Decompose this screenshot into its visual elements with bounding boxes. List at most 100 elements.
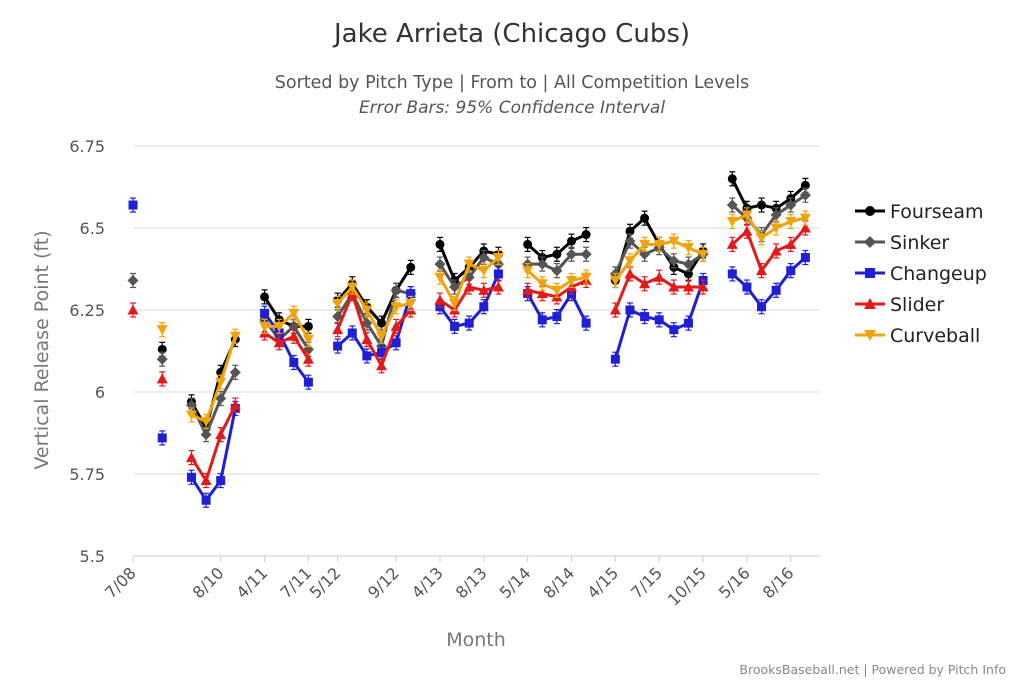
- data-point-slider: [536, 288, 548, 299]
- data-point-changeup: [216, 476, 226, 486]
- x-tick-label: 4/11: [233, 563, 272, 602]
- series-curveball: [156, 207, 811, 430]
- data-point-slider: [726, 238, 738, 249]
- data-point-fourseam: [406, 262, 416, 272]
- data-point-changeup: [640, 312, 650, 322]
- data-point-curveball: [405, 298, 417, 309]
- data-point-changeup: [450, 321, 460, 331]
- data-point-curveball: [434, 272, 446, 283]
- series-layer: [127, 171, 811, 508]
- data-point-slider: [624, 268, 636, 279]
- legend-marker: [865, 268, 875, 278]
- data-point-curveball: [799, 213, 811, 224]
- chart-subtitle-error-bars: Error Bars: 95% Confidence Interval: [359, 98, 665, 118]
- series-line-changeup: [190, 408, 237, 502]
- data-point-curveball: [653, 239, 665, 250]
- legend-label: Curveball: [890, 325, 980, 347]
- data-point-changeup: [757, 302, 767, 312]
- data-point-sinker: [566, 248, 578, 260]
- data-point-slider: [229, 399, 241, 410]
- data-point-slider: [522, 284, 534, 295]
- data-point-curveball: [624, 256, 636, 267]
- data-point-sinker: [536, 258, 548, 270]
- data-point-fourseam: [567, 236, 577, 246]
- data-point-curveball: [522, 266, 534, 277]
- chart-title: Jake Arrieta (Chicago Cubs): [332, 19, 690, 49]
- series-line-changeup: [263, 312, 310, 384]
- data-point-changeup: [625, 305, 635, 315]
- x-tick-label: 7/11: [276, 563, 315, 602]
- x-tick-label: 4/15: [583, 563, 622, 602]
- data-point-changeup: [201, 495, 211, 505]
- x-tick-label: 4/13: [408, 563, 447, 602]
- data-point-curveball: [259, 321, 271, 332]
- legend-label: Changeup: [890, 263, 987, 285]
- data-point-slider: [639, 278, 651, 289]
- data-point-curveball: [785, 216, 797, 227]
- data-point-sinker: [580, 248, 592, 260]
- data-point-slider: [756, 265, 768, 276]
- data-point-slider: [156, 373, 168, 384]
- data-point-slider: [697, 281, 709, 292]
- data-point-slider: [434, 294, 446, 305]
- data-point-slider: [390, 320, 402, 331]
- data-point-changeup: [303, 377, 313, 387]
- data-point-curveball: [375, 331, 387, 342]
- data-point-slider: [668, 281, 680, 292]
- gridlines: [133, 145, 820, 557]
- data-point-slider: [741, 225, 753, 236]
- data-point-changeup: [362, 351, 372, 361]
- data-point-sinker: [478, 252, 490, 264]
- data-point-changeup: [800, 253, 810, 263]
- data-point-sinker: [770, 209, 782, 221]
- data-point-changeup: [391, 338, 401, 348]
- data-point-curveball: [288, 308, 300, 319]
- data-point-changeup: [654, 315, 664, 325]
- data-point-fourseam: [435, 239, 445, 249]
- data-point-changeup: [333, 341, 343, 351]
- x-tick-label: 8/16: [759, 563, 798, 602]
- series-line-slider: [336, 292, 412, 368]
- data-point-changeup: [464, 318, 474, 328]
- legend-label: Slider: [890, 294, 944, 316]
- data-point-sinker: [156, 353, 168, 365]
- legend-item-slider: Slider: [855, 294, 944, 316]
- y-axis-ticks: 5.5 5.75 6 6.25 6.5 6.75: [69, 137, 105, 566]
- data-point-curveball: [273, 321, 285, 332]
- data-point-slider: [609, 304, 621, 315]
- data-point-slider: [361, 334, 373, 345]
- legend-item-curveball: Curveball: [855, 325, 980, 347]
- data-point-curveball: [492, 253, 504, 264]
- data-point-changeup: [157, 433, 167, 443]
- x-tick-label: 9/12: [364, 563, 403, 602]
- data-point-sinker: [390, 284, 402, 296]
- data-point-fourseam: [376, 318, 386, 328]
- x-tick-label: 7/15: [627, 563, 666, 602]
- data-point-sinker: [449, 281, 461, 293]
- x-tick-label: 5/14: [496, 563, 535, 602]
- legend-item-changeup: Changeup: [855, 263, 987, 285]
- legend-item-fourseam: Fourseam: [855, 201, 983, 223]
- series-line-curveball: [190, 335, 237, 423]
- series-line-changeup: [731, 256, 807, 309]
- data-point-sinker: [785, 199, 797, 211]
- data-point-sinker: [215, 393, 227, 405]
- data-point-sinker: [682, 258, 694, 270]
- data-point-changeup: [289, 357, 299, 367]
- data-point-fourseam: [523, 239, 533, 249]
- data-point-curveball: [682, 243, 694, 254]
- data-point-curveball: [741, 210, 753, 221]
- credit-text: BrooksBaseball.net | Powered by Pitch In…: [739, 662, 1006, 677]
- data-point-changeup: [727, 269, 737, 279]
- data-point-slider: [653, 271, 665, 282]
- data-point-slider: [127, 304, 139, 315]
- data-point-curveball: [200, 417, 212, 428]
- data-point-curveball: [697, 249, 709, 260]
- data-point-changeup: [347, 328, 357, 338]
- x-tick-label: 5/16: [715, 563, 754, 602]
- data-point-sinker: [229, 366, 241, 378]
- data-point-fourseam: [303, 321, 313, 331]
- data-point-slider: [682, 281, 694, 292]
- data-point-sinker: [726, 199, 738, 211]
